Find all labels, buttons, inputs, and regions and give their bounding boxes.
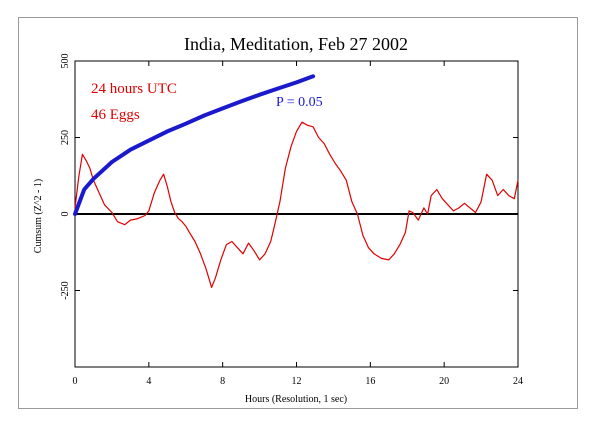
y-tick-label: -250 <box>60 281 71 299</box>
y-tick-label: 250 <box>60 130 71 145</box>
x-tick-label: 16 <box>365 376 375 387</box>
x-axis-label: Hours (Resolution, 1 sec) <box>245 394 347 405</box>
series-group <box>73 74 519 288</box>
annotation-eggs: 46 Eggs <box>91 107 140 123</box>
y-tick-label: 0 <box>60 212 71 217</box>
x-tick-label: 8 <box>220 376 225 387</box>
x-tick-label: 24 <box>513 376 523 387</box>
y-axis-label: Cumsum (Z^2 - 1) <box>33 179 44 253</box>
x-tick-label: 0 <box>73 376 78 387</box>
x-tick-label: 20 <box>439 376 449 387</box>
y-tick-labels: 500 250 0 -250 <box>60 54 71 300</box>
chart-frame <box>18 17 578 409</box>
cumsum-deviation-line <box>74 121 519 288</box>
annotation-probability: P = 0.05 <box>276 95 323 110</box>
x-tick-label: 4 <box>146 376 151 387</box>
annotation-hours: 24 hours UTC <box>91 81 177 97</box>
y-tick-label: 500 <box>60 54 71 69</box>
x-tick-labels: 0 4 8 12 16 20 24 <box>73 376 524 387</box>
x-tick-label: 12 <box>292 376 302 387</box>
probability-envelope-line <box>73 74 316 216</box>
chart-title: India, Meditation, Feb 27 2002 <box>184 34 408 54</box>
